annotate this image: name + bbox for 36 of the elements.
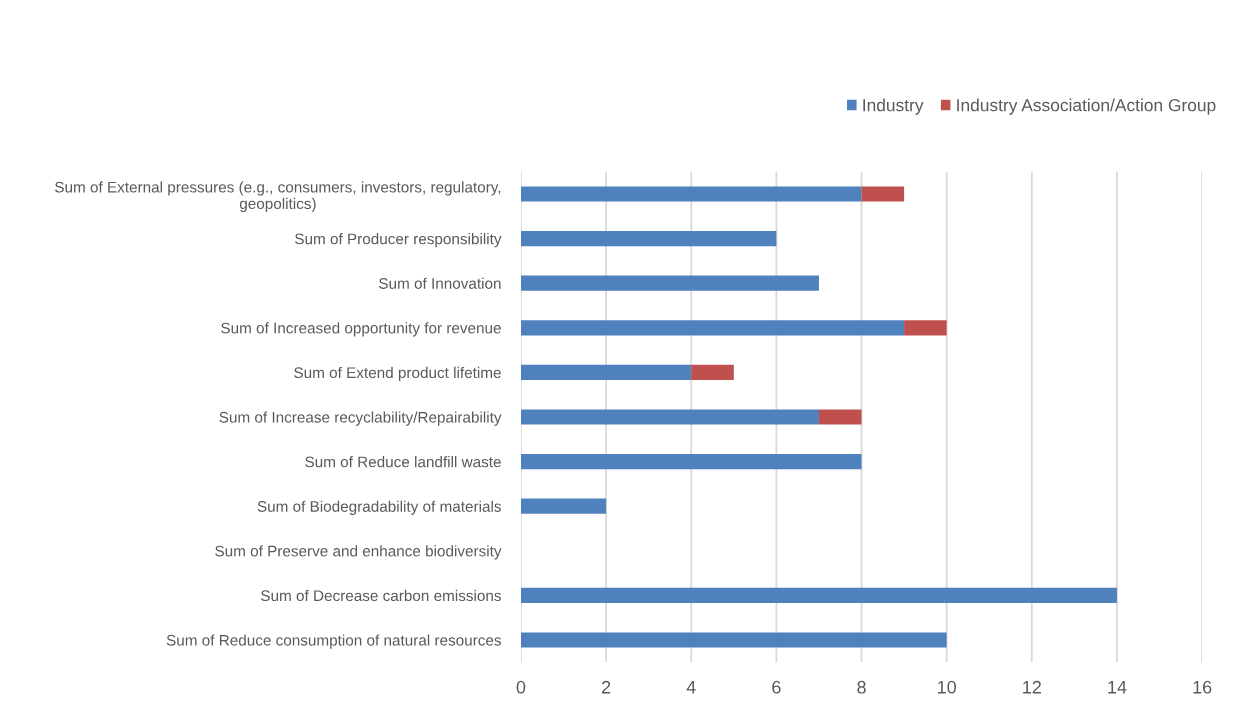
x-tick-label: 14 <box>1108 681 1127 694</box>
bar <box>904 320 947 336</box>
bar <box>520 409 819 425</box>
x-tick-label: 2 <box>601 680 611 694</box>
bar <box>520 632 947 648</box>
legend-label: Industry <box>863 98 924 115</box>
bar <box>520 231 777 247</box>
y-tick-label: Sum of Producer responsibility <box>295 233 502 248</box>
bar <box>691 364 734 380</box>
y-tick-label: Sum of Extend product lifetime <box>294 366 501 382</box>
y-tick-label: Sum of Reduce landfill waste <box>305 456 501 468</box>
x-tick-label: 8 <box>857 680 866 694</box>
bar <box>520 498 607 514</box>
bar <box>520 587 1117 603</box>
bar <box>818 409 862 425</box>
y-tick-label: Sum of Biodegradability of materials <box>257 500 501 515</box>
bar <box>520 320 905 336</box>
legend-label: Industry Association/Action Group <box>957 98 1216 115</box>
bar <box>520 275 819 291</box>
x-tick-label: 12 <box>1023 680 1041 694</box>
y-tick-label: Sum of Decrease carbon emissions <box>261 589 501 602</box>
x-tick-label: 16 <box>1193 680 1212 694</box>
y-tick-label: Sum of External pressures (e.g., consumers, investors, regulatory, geopolitics) <box>55 181 501 213</box>
bar <box>520 364 692 380</box>
x-tick-label: 10 <box>938 680 956 694</box>
y-tick-label: Sum of Reduce consumption of natural resources <box>166 634 501 649</box>
bar <box>520 454 862 470</box>
y-tick-label: Sum of Increased opportunity for revenue <box>221 322 501 337</box>
x-tick-label: 6 <box>772 680 781 694</box>
x-tick-label: 4 <box>686 681 696 694</box>
y-tick-label: Sum of Preserve and enhance biodiversity <box>215 545 502 560</box>
x-tick-label: 0 <box>516 680 526 694</box>
y-tick-label: Sum of Increase recyclability/Repairability <box>219 411 502 426</box>
bar <box>520 186 862 202</box>
bar <box>861 186 905 202</box>
y-tick-label: Sum of Innovation <box>379 277 501 289</box>
